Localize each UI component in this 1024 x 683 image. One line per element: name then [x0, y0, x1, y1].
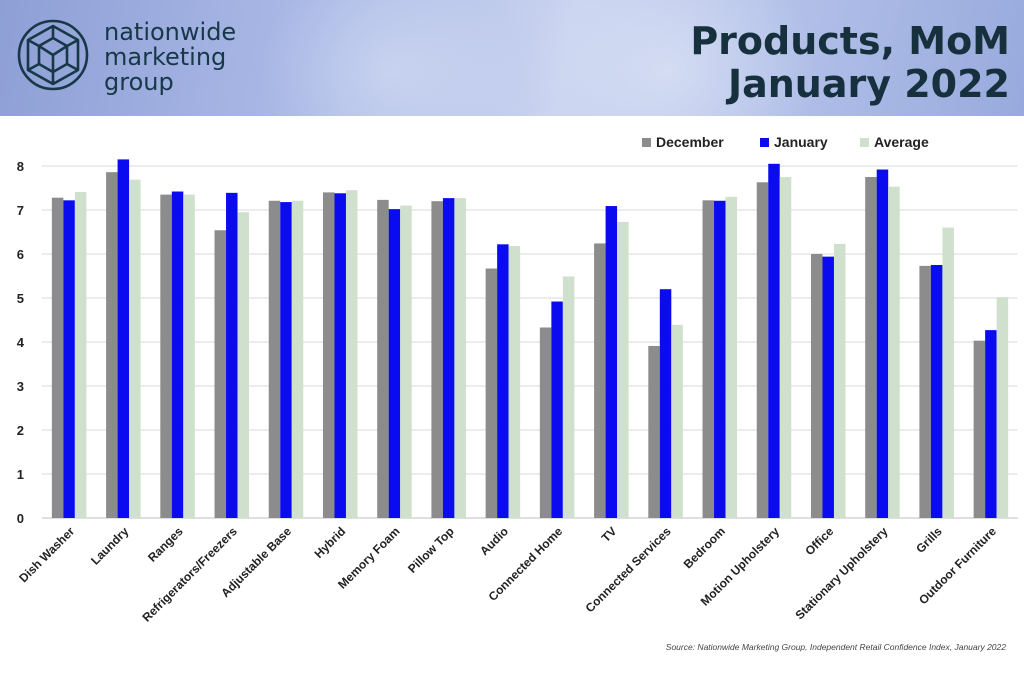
- bar-january: [876, 169, 889, 518]
- legend-swatch: [760, 138, 769, 147]
- x-tick-label: Bedroom: [681, 524, 728, 571]
- bar-average: [345, 190, 358, 518]
- bar-average: [508, 246, 521, 518]
- brand-line: group: [104, 68, 174, 96]
- y-tick-label: 4: [17, 335, 25, 350]
- bar-average: [237, 212, 250, 518]
- bar-january: [280, 202, 292, 518]
- legend-swatch: [860, 138, 869, 147]
- bar-december: [322, 192, 335, 518]
- page-title: Products, MoM January 2022: [690, 20, 1010, 106]
- x-tick-label: Laundry: [88, 524, 132, 568]
- bar-january: [442, 198, 455, 518]
- legend-label: January: [774, 134, 828, 150]
- x-tick-label: Hybrid: [312, 524, 349, 561]
- bar-january: [388, 209, 401, 518]
- bar-average: [833, 243, 846, 518]
- legend-label: Average: [874, 134, 929, 150]
- y-tick-label: 3: [17, 379, 24, 394]
- legend-swatch: [642, 138, 651, 147]
- title-line: Products, MoM: [690, 19, 1010, 63]
- bar-january: [822, 256, 834, 518]
- bar-january: [930, 265, 943, 518]
- x-tick-label: Refrigerators/Freezers: [139, 524, 240, 625]
- bar-december: [51, 197, 64, 518]
- bar-average: [996, 297, 1009, 518]
- y-tick-label: 7: [17, 203, 24, 218]
- bar-january: [334, 193, 346, 518]
- bar-january: [605, 206, 618, 518]
- x-tick-label: Audio: [477, 524, 511, 558]
- bar-average: [454, 198, 466, 518]
- legend-label: December: [656, 134, 724, 150]
- source-note: Source: Nationwide Marketing Group, Inde…: [665, 642, 1006, 652]
- bar-average: [74, 191, 87, 518]
- bar-december: [648, 345, 660, 518]
- bar-january: [117, 159, 130, 518]
- x-tick-label: Grills: [913, 524, 945, 556]
- x-tick-label: Ranges: [145, 524, 186, 565]
- bar-average: [725, 196, 738, 519]
- bar-january: [171, 191, 184, 518]
- bar-january: [226, 192, 238, 518]
- bar-december: [485, 268, 498, 518]
- bar-december: [431, 201, 443, 518]
- title-line: January 2022: [727, 62, 1010, 106]
- bar-january: [985, 330, 997, 518]
- y-tick-label: 6: [17, 247, 24, 262]
- header-banner: nationwide marketing group Products, MoM…: [0, 0, 1024, 116]
- bar-january: [659, 289, 672, 518]
- fabric-texture: [520, 0, 820, 116]
- bar-average: [562, 276, 575, 518]
- bar-average: [942, 227, 954, 518]
- x-tick-label: Stationary Upholstery: [792, 524, 890, 622]
- bar-december: [973, 340, 986, 518]
- bar-december: [594, 243, 606, 518]
- bar-january: [551, 301, 563, 518]
- bar-december: [539, 327, 552, 518]
- y-tick-label: 8: [17, 159, 24, 174]
- bar-december: [919, 265, 931, 518]
- x-tick-label: Pillow Top: [405, 524, 457, 576]
- bar-average: [671, 324, 683, 518]
- bar-average: [183, 194, 195, 518]
- brand-line: nationwide: [104, 18, 237, 46]
- y-tick-label: 5: [17, 291, 24, 306]
- bar-chart: 0 1 2 3 4 5 6 7 8 Dish Washer Laundry RangesRefrige…: [16, 134, 1018, 625]
- bar-december: [160, 194, 172, 518]
- x-tick-label: Dish Washer: [16, 524, 77, 585]
- bar-december: [268, 200, 281, 518]
- bar-january: [714, 200, 726, 518]
- bar-december: [214, 230, 227, 518]
- brand-name: nationwide marketing group: [104, 20, 236, 95]
- bar-december: [756, 182, 769, 518]
- bar-december: [810, 254, 823, 518]
- y-tick-label: 0: [17, 511, 24, 526]
- bar-december: [106, 172, 118, 518]
- x-tick-label: Office: [802, 524, 836, 558]
- bar-average: [291, 200, 304, 518]
- y-tick-label: 1: [17, 467, 24, 482]
- fabric-texture: [260, 0, 520, 116]
- bar-average: [779, 177, 792, 518]
- bar-january: [768, 163, 780, 519]
- bar-december: [865, 177, 877, 518]
- x-tick-label: TV: [599, 524, 620, 545]
- bar-december: [702, 200, 715, 518]
- y-tick-label: 2: [17, 423, 24, 438]
- bar-average: [400, 205, 412, 518]
- bar-average: [617, 221, 629, 518]
- bar-december: [377, 199, 389, 518]
- geodesic-hexagon-icon: [17, 19, 89, 91]
- bar-january: [497, 244, 509, 518]
- x-tick-label: Connected Services: [583, 524, 674, 615]
- bar-average: [129, 179, 141, 518]
- brand-line: marketing: [104, 43, 227, 71]
- bar-january: [63, 200, 75, 518]
- bar-average: [888, 186, 900, 518]
